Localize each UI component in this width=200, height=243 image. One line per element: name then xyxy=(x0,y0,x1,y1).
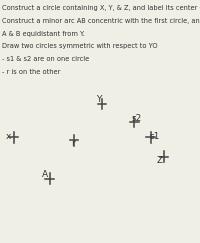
Text: Z: Z xyxy=(157,156,163,165)
Text: - r is on the other: - r is on the other xyxy=(2,69,60,75)
Text: s2: s2 xyxy=(132,114,142,123)
Text: A: A xyxy=(42,170,48,180)
Text: Draw two circles symmetric with respect to YO: Draw two circles symmetric with respect … xyxy=(2,43,158,49)
Text: Construct a minor arc AB concentric with the first circle, and: Construct a minor arc AB concentric with… xyxy=(2,18,200,24)
Text: Y: Y xyxy=(96,95,102,104)
Text: x: x xyxy=(5,132,11,141)
Text: A & B equidistant from Y.: A & B equidistant from Y. xyxy=(2,31,85,37)
Text: r: r xyxy=(71,139,75,148)
Text: Construct a circle containing X, Y, & Z, and label its center O.: Construct a circle containing X, Y, & Z,… xyxy=(2,5,200,11)
Text: s1: s1 xyxy=(149,132,160,141)
Text: - s1 & s2 are on one circle: - s1 & s2 are on one circle xyxy=(2,56,89,62)
